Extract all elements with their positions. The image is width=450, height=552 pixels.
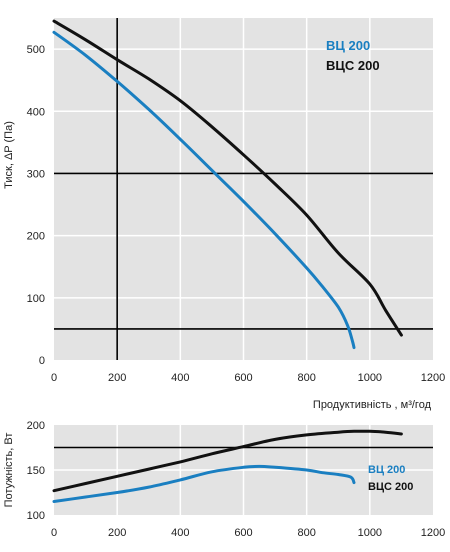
pressure-y-axis-label: Тиск, ΔP (Па) [3, 121, 15, 189]
power-legend-vc200: ВЦ 200 [368, 464, 405, 476]
pressure-x-tick-label: 1000 [358, 372, 382, 384]
power-x-tick-label: 0 [51, 527, 57, 539]
pressure-x-tick-label: 0 [51, 372, 57, 384]
power-x-tick-label: 800 [297, 527, 315, 539]
power-x-tick-label: 600 [234, 527, 252, 539]
pressure-y-tick-label: 300 [27, 168, 45, 180]
pressure-x-tick-label: 400 [171, 372, 189, 384]
pressure-y-tick-label: 400 [27, 106, 45, 118]
pressure-y-tick-label: 500 [27, 44, 45, 56]
power-series-line-vc200 [52, 464, 356, 503]
pressure-x-tick-label: 1200 [421, 372, 445, 384]
pressure-series [52, 19, 403, 350]
legend-vc200: ВЦ 200 [326, 38, 370, 53]
power-x-tick-label: 400 [171, 527, 189, 539]
power-y-tick-labels: 100 150 200 [27, 420, 45, 522]
pressure-series-line-vc200 [52, 30, 356, 350]
power-y-tick-label: 200 [27, 420, 45, 432]
power-x-tick-label: 1000 [358, 527, 382, 539]
pressure-x-tick-label: 600 [234, 372, 252, 384]
pressure-x-tick-label: 800 [297, 372, 315, 384]
pressure-series-line-vcs200 [52, 19, 403, 337]
power-x-tick-label: 1200 [421, 527, 445, 539]
power-y-axis-label: Потужність, Вт [3, 433, 15, 508]
power-x-tick-label: 200 [108, 527, 126, 539]
pressure-chart: 0 200 400 600 800 1000 1200 0 100 200 300 400 500 Т… [3, 18, 445, 411]
power-y-tick-label: 100 [27, 510, 45, 522]
power-y-tick-label: 150 [27, 465, 45, 477]
power-chart: 0 200 400 600 800 1000 1200 100 150 200 Потужніс… [3, 420, 445, 539]
pressure-x-axis-label: Продуктивність , м³/год [313, 399, 432, 411]
power-series [52, 429, 403, 503]
pressure-y-tick-labels: 0 100 200 300 400 500 [27, 44, 45, 367]
pressure-y-tick-label: 200 [27, 231, 45, 243]
pressure-grid [54, 18, 433, 360]
power-legend-vcs200: ВЦС 200 [368, 481, 413, 493]
pressure-x-tick-label: 200 [108, 372, 126, 384]
power-x-tick-labels: 0 200 400 600 800 1000 1200 [51, 527, 445, 539]
legend-vcs200: ВЦС 200 [326, 58, 380, 73]
power-series-line-vcs200 [52, 429, 403, 493]
pressure-y-tick-label: 0 [39, 355, 45, 367]
pressure-x-tick-labels: 0 200 400 600 800 1000 1200 [51, 372, 445, 384]
pressure-y-tick-label: 100 [27, 293, 45, 305]
